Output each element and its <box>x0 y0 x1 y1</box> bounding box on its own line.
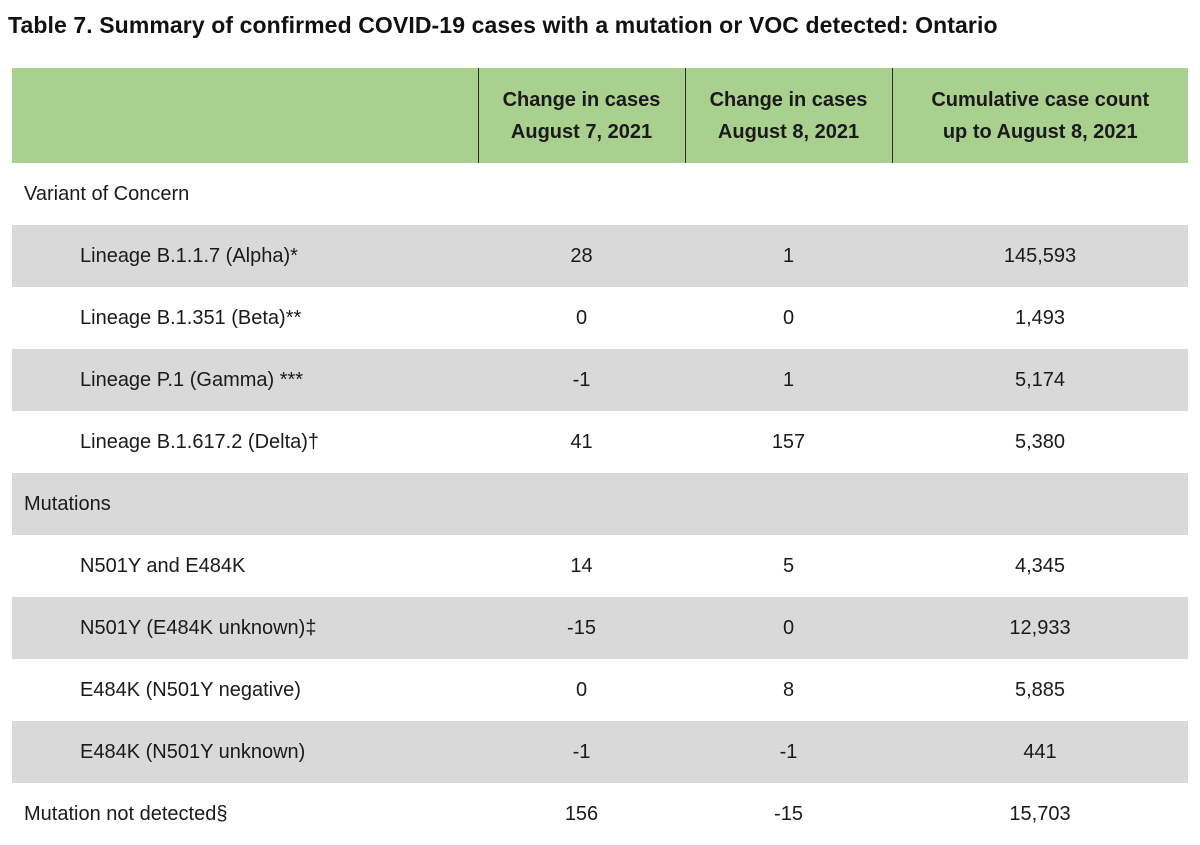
table-header-row: Change in cases August 7, 2021 Change in… <box>12 68 1188 163</box>
cell-aug7: -15 <box>478 597 685 659</box>
table-title: Table 7. Summary of confirmed COVID-19 c… <box>8 12 998 38</box>
cell-aug8: -15 <box>774 802 803 825</box>
cell-aug7: 14 <box>570 554 593 577</box>
header-change-aug8-line2: August 8, 2021 <box>717 120 860 143</box>
header-change-aug7: Change in cases August 7, 2021 <box>477 68 685 163</box>
cell-aug7: 0 <box>575 306 588 329</box>
table-row-e484k-n501y-unknown: E484K (N501Y unknown) -1 -1 441 <box>12 721 1188 783</box>
row-label: Variant of Concern <box>24 182 190 205</box>
cell-cumulative: 4,345 <box>1014 554 1066 577</box>
cell-cumulative: 15,703 <box>1009 802 1071 825</box>
row-label: E484K (N501Y negative) <box>80 678 301 701</box>
table-row-mutation-not-detected: Mutation not detected§ 156 -15 15,703 <box>12 783 1188 845</box>
row-label: N501Y (E484K unknown)‡ <box>12 597 478 659</box>
row-label: Lineage B.1.617.2 (Delta)† <box>80 430 320 453</box>
table-row-n501y-e484k: N501Y and E484K 14 5 4,345 <box>12 535 1188 597</box>
row-label: E484K (N501Y unknown) <box>12 721 478 783</box>
cell-aug7: 41 <box>570 430 593 453</box>
cell-aug8: -1 <box>685 721 892 783</box>
header-change-aug7-line1: Change in cases <box>502 88 661 111</box>
cell-aug7: 156 <box>564 802 599 825</box>
table-row-e484k-n501y-negative: E484K (N501Y negative) 0 8 5,885 <box>12 659 1188 721</box>
header-change-aug7-line2: August 7, 2021 <box>510 120 653 143</box>
cell-cumulative: 12,933 <box>892 597 1188 659</box>
cell-cumulative: 5,174 <box>892 349 1188 411</box>
cell-aug8: 1 <box>685 349 892 411</box>
table-row-gamma: Lineage P.1 (Gamma) *** -1 1 5,174 <box>12 349 1188 411</box>
cell-cumulative: 1,493 <box>1014 306 1066 329</box>
cell-aug8: 0 <box>685 597 892 659</box>
table-row-n501y-e484k-unknown: N501Y (E484K unknown)‡ -15 0 12,933 <box>12 597 1188 659</box>
row-label: Mutations <box>12 473 478 535</box>
header-cumulative: Cumulative case count up to August 8, 20… <box>891 68 1188 163</box>
table-row-beta: Lineage B.1.351 (Beta)** 0 0 1,493 <box>12 287 1188 349</box>
header-label-cell <box>12 68 478 163</box>
cell-aug8: 0 <box>782 306 795 329</box>
row-label: Lineage B.1.351 (Beta)** <box>80 306 302 329</box>
cell-aug7: -1 <box>478 349 685 411</box>
cell-cumulative: 441 <box>892 721 1188 783</box>
cell-cumulative: 5,885 <box>1014 678 1066 701</box>
cell-aug8 <box>685 163 892 225</box>
row-label: Lineage B.1.1.7 (Alpha)* <box>12 225 478 287</box>
row-label: Mutation not detected§ <box>24 802 228 825</box>
cell-aug7 <box>478 163 685 225</box>
cell-cumulative: 145,593 <box>892 225 1188 287</box>
cell-aug8 <box>685 473 892 535</box>
row-label: N501Y and E484K <box>80 554 246 577</box>
cell-aug7: 28 <box>478 225 685 287</box>
cell-aug8: 157 <box>771 430 806 453</box>
cell-aug8: 1 <box>685 225 892 287</box>
cell-cumulative <box>892 473 1188 535</box>
voc-summary-table: Change in cases August 7, 2021 Change in… <box>12 68 1188 845</box>
cell-aug8: 5 <box>782 554 795 577</box>
header-change-aug8: Change in cases August 8, 2021 <box>684 68 892 163</box>
table-row-delta: Lineage B.1.617.2 (Delta)† 41 157 5,380 <box>12 411 1188 473</box>
cell-aug7: -1 <box>478 721 685 783</box>
header-change-aug8-line1: Change in cases <box>709 88 868 111</box>
header-cumulative-line1: Cumulative case count <box>931 88 1150 111</box>
row-label: Lineage P.1 (Gamma) *** <box>12 349 478 411</box>
header-cumulative-line2: up to August 8, 2021 <box>942 120 1138 143</box>
section-row-mutations: Mutations <box>12 473 1188 535</box>
section-row-variant-of-concern: Variant of Concern <box>12 163 1188 225</box>
table-row-alpha: Lineage B.1.1.7 (Alpha)* 28 1 145,593 <box>12 225 1188 287</box>
cell-aug8: 8 <box>782 678 795 701</box>
cell-cumulative <box>892 163 1188 225</box>
cell-aug7: 0 <box>575 678 588 701</box>
cell-cumulative: 5,380 <box>1014 430 1066 453</box>
cell-aug7 <box>478 473 685 535</box>
